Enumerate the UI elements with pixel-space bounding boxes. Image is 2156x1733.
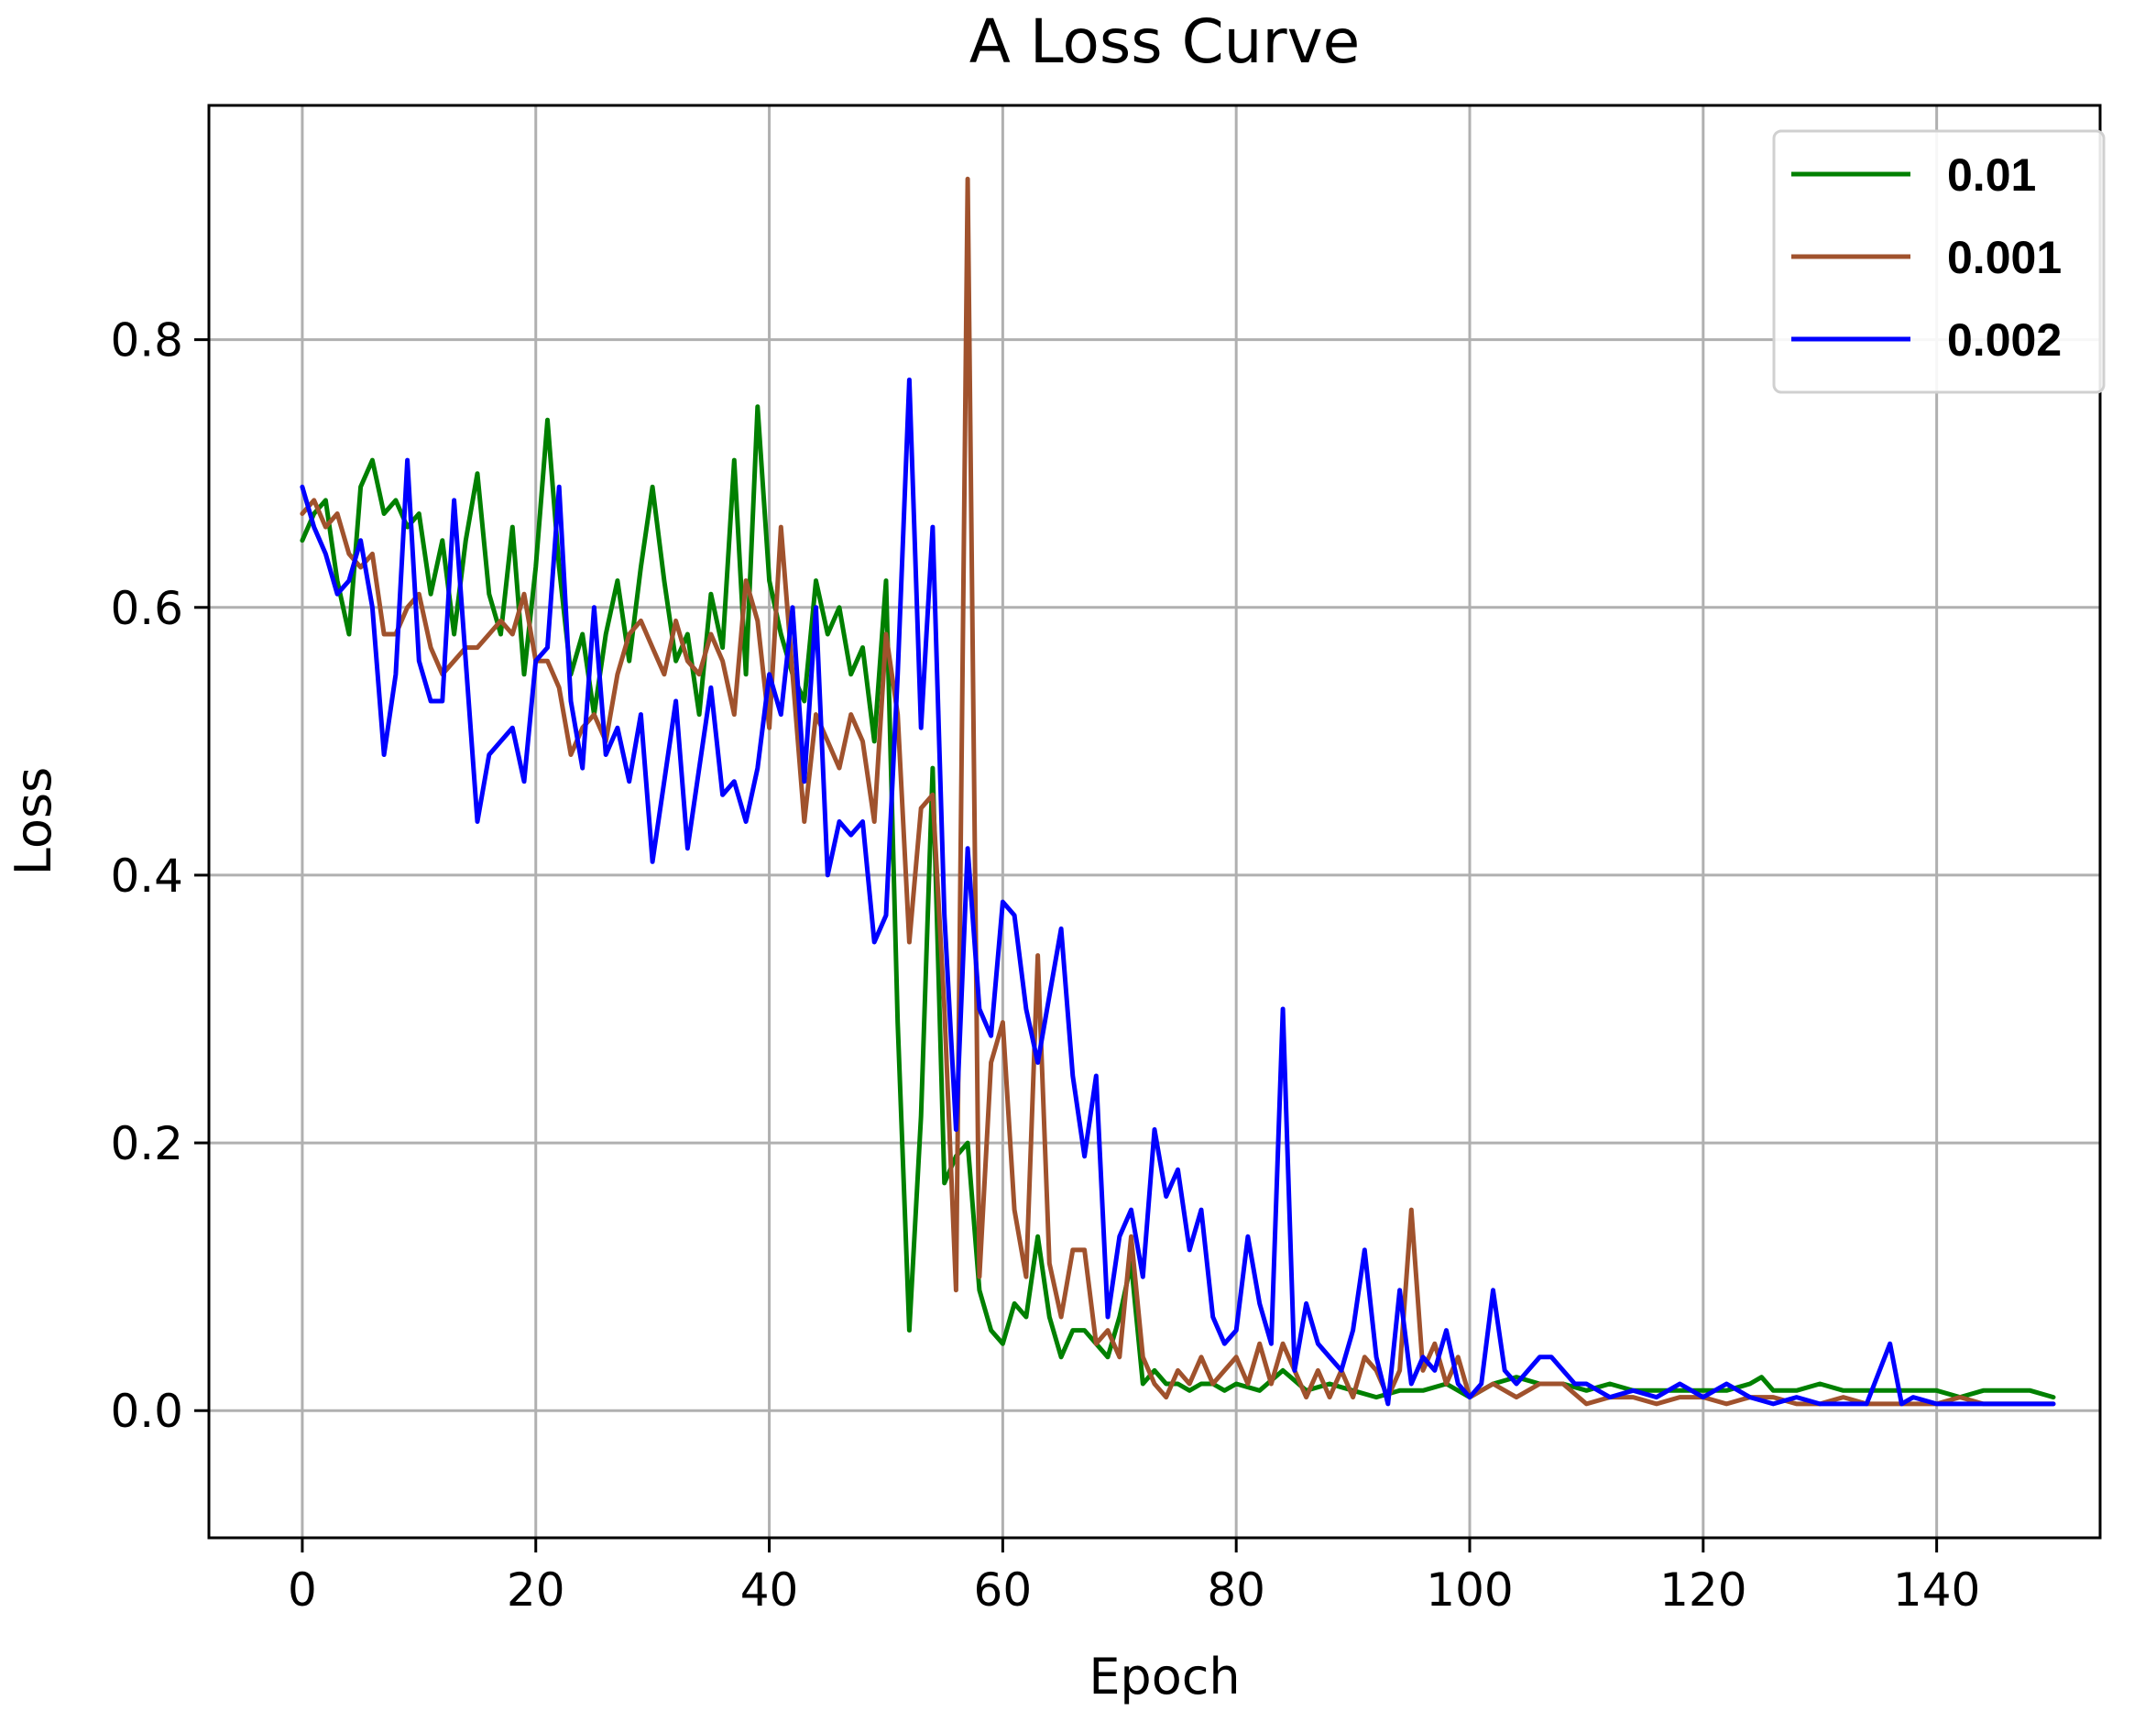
legend-label: 0.002	[1947, 314, 2062, 366]
x-tick-label: 40	[740, 1563, 799, 1617]
legend-frame	[1772, 129, 2106, 394]
series-line-3	[300, 378, 2056, 1407]
chart-title: A Loss Curve	[969, 6, 1361, 77]
x-tick-label: 60	[974, 1563, 1033, 1617]
x-tick-label: 20	[507, 1563, 565, 1617]
series-line-1	[300, 404, 2056, 1400]
y-tick-label: 0.6	[110, 582, 183, 635]
x-tick-label: 100	[1426, 1563, 1513, 1617]
series-line-2	[300, 176, 2056, 1407]
x-tick-label: 0	[288, 1563, 317, 1617]
legend: 0.01 0.001 0.002	[1772, 129, 2106, 394]
x-tick-label: 140	[1893, 1563, 1980, 1617]
x-tick-label: 80	[1207, 1563, 1265, 1617]
y-tick-label: 0.2	[110, 1117, 183, 1170]
y-tick-label: 0.4	[110, 850, 183, 903]
data-series	[300, 176, 2056, 1407]
axis-ticks: 0 20 40 60 80 100 120 140 0.0 0.2 0.4 0.6 0.8	[110, 314, 1980, 1617]
plot-frame	[207, 104, 2102, 1540]
legend-label: 0.01	[1947, 149, 2036, 201]
y-tick-label: 0.0	[110, 1385, 183, 1438]
x-axis-label: Epoch	[1089, 1648, 1240, 1706]
x-tick-label: 120	[1659, 1563, 1746, 1617]
y-axis-label: Loss	[5, 767, 62, 875]
legend-label: 0.001	[1947, 232, 2062, 283]
y-tick-label: 0.8	[110, 314, 183, 367]
